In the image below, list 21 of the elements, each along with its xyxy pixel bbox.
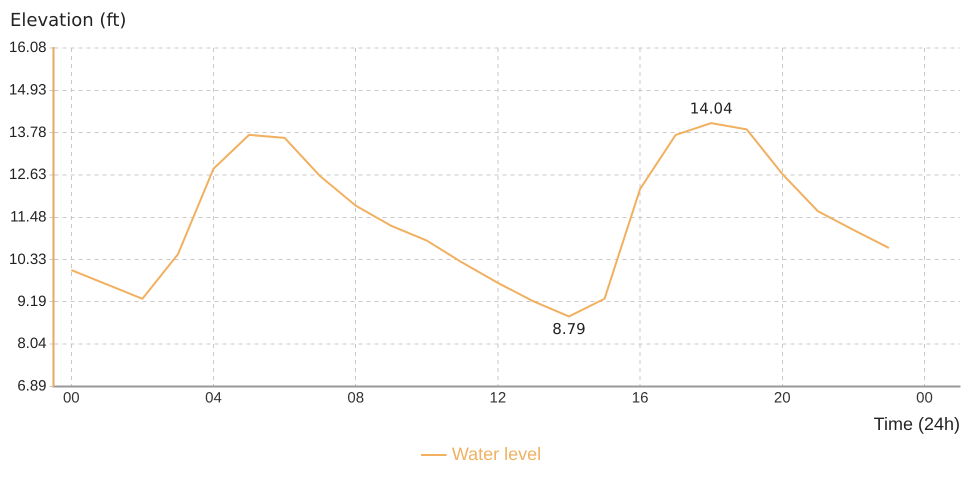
x-tick-label: 12 <box>490 390 506 407</box>
data-label: 14.04 <box>690 100 733 118</box>
y-tick-label: 13.78 <box>8 124 47 141</box>
y-tick-label: 6.89 <box>17 378 47 395</box>
legend-label: Water level <box>452 444 542 464</box>
y-axis-title: Elevation (ft) <box>10 10 126 31</box>
x-tick-label: 20 <box>774 390 791 407</box>
x-tick-label: 04 <box>205 390 222 407</box>
y-tick-label: 10.33 <box>8 250 47 268</box>
y-tick-label: 16.08 <box>8 39 47 56</box>
x-tick-label: 16 <box>632 390 648 407</box>
y-tick-label: 14.93 <box>8 81 47 98</box>
x-tick-label: 00 <box>62 390 80 407</box>
y-tick-label: 8.04 <box>17 335 47 352</box>
x-axis-title: Time (24h) <box>874 414 960 434</box>
y-tick-label: 11.48 <box>10 208 47 226</box>
data-label: 8.79 <box>552 320 586 338</box>
x-tick-label: 08 <box>347 390 364 407</box>
y-tick-label: 9.19 <box>17 292 47 310</box>
y-tick-label: 12.63 <box>8 166 47 184</box>
x-tick-label: 00 <box>916 390 933 407</box>
